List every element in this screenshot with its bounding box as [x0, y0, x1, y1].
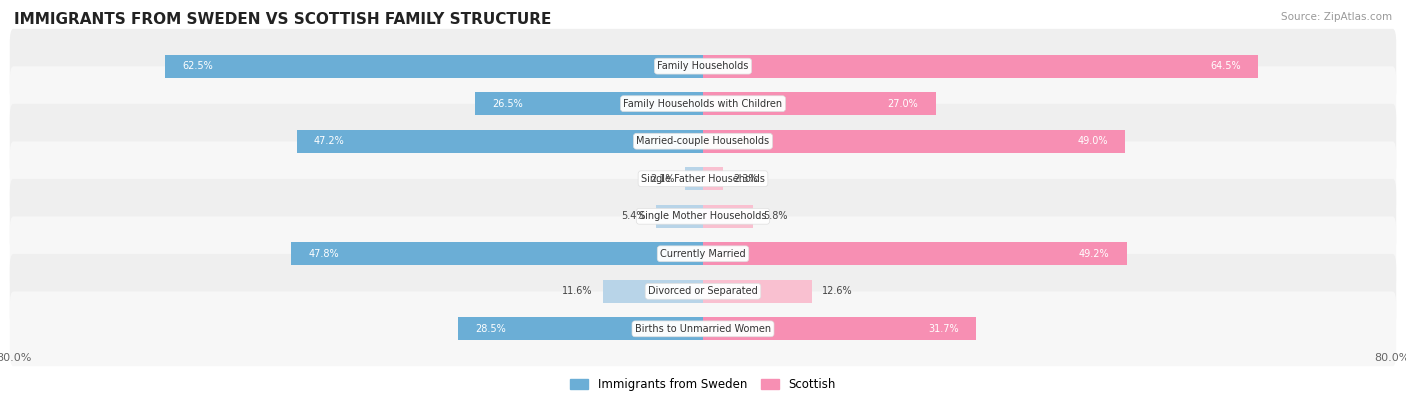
Text: Source: ZipAtlas.com: Source: ZipAtlas.com — [1281, 12, 1392, 22]
FancyBboxPatch shape — [10, 104, 1396, 179]
FancyBboxPatch shape — [10, 254, 1396, 329]
Bar — [457, 317, 703, 340]
Bar — [685, 167, 703, 190]
Text: Single Mother Households: Single Mother Households — [640, 211, 766, 221]
Bar — [703, 205, 754, 228]
Bar — [297, 130, 703, 153]
Text: 62.5%: 62.5% — [181, 61, 212, 71]
Bar — [703, 55, 1258, 78]
Text: 5.4%: 5.4% — [621, 211, 647, 221]
Text: 5.8%: 5.8% — [763, 211, 787, 221]
Text: 49.0%: 49.0% — [1077, 136, 1108, 146]
Text: 47.8%: 47.8% — [308, 249, 339, 259]
Text: IMMIGRANTS FROM SWEDEN VS SCOTTISH FAMILY STRUCTURE: IMMIGRANTS FROM SWEDEN VS SCOTTISH FAMIL… — [14, 12, 551, 27]
Bar — [703, 242, 1126, 265]
Text: Currently Married: Currently Married — [661, 249, 745, 259]
Bar — [291, 242, 703, 265]
Text: 27.0%: 27.0% — [887, 99, 918, 109]
Bar — [703, 317, 976, 340]
Text: Births to Unmarried Women: Births to Unmarried Women — [636, 324, 770, 334]
Text: Single Father Households: Single Father Households — [641, 174, 765, 184]
Text: Family Households: Family Households — [658, 61, 748, 71]
Bar — [165, 55, 703, 78]
Bar — [657, 205, 703, 228]
Text: 49.2%: 49.2% — [1078, 249, 1109, 259]
Text: 2.3%: 2.3% — [733, 174, 758, 184]
Text: Married-couple Households: Married-couple Households — [637, 136, 769, 146]
Text: 47.2%: 47.2% — [314, 136, 344, 146]
Bar — [703, 167, 723, 190]
FancyBboxPatch shape — [10, 141, 1396, 216]
Legend: Immigrants from Sweden, Scottish: Immigrants from Sweden, Scottish — [565, 373, 841, 395]
Text: Divorced or Separated: Divorced or Separated — [648, 286, 758, 296]
Text: 2.1%: 2.1% — [650, 174, 675, 184]
Text: 26.5%: 26.5% — [492, 99, 523, 109]
Text: 31.7%: 31.7% — [928, 324, 959, 334]
FancyBboxPatch shape — [10, 292, 1396, 366]
Text: Family Households with Children: Family Households with Children — [623, 99, 783, 109]
Text: 28.5%: 28.5% — [475, 324, 506, 334]
Bar — [703, 130, 1125, 153]
Bar — [475, 92, 703, 115]
Text: 64.5%: 64.5% — [1211, 61, 1241, 71]
Bar — [703, 92, 935, 115]
Bar — [703, 280, 811, 303]
FancyBboxPatch shape — [10, 29, 1396, 103]
Text: 12.6%: 12.6% — [823, 286, 852, 296]
FancyBboxPatch shape — [10, 66, 1396, 141]
Bar — [603, 280, 703, 303]
FancyBboxPatch shape — [10, 179, 1396, 254]
Text: 11.6%: 11.6% — [562, 286, 593, 296]
FancyBboxPatch shape — [10, 216, 1396, 291]
